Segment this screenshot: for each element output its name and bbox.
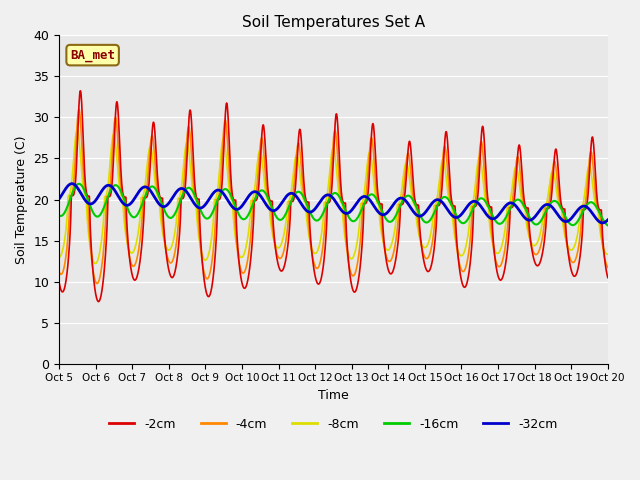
Legend: -2cm, -4cm, -8cm, -16cm, -32cm: -2cm, -4cm, -8cm, -16cm, -32cm bbox=[104, 413, 563, 436]
X-axis label: Time: Time bbox=[318, 389, 349, 402]
Title: Soil Temperatures Set A: Soil Temperatures Set A bbox=[242, 15, 425, 30]
Y-axis label: Soil Temperature (C): Soil Temperature (C) bbox=[15, 135, 28, 264]
Text: BA_met: BA_met bbox=[70, 48, 115, 61]
